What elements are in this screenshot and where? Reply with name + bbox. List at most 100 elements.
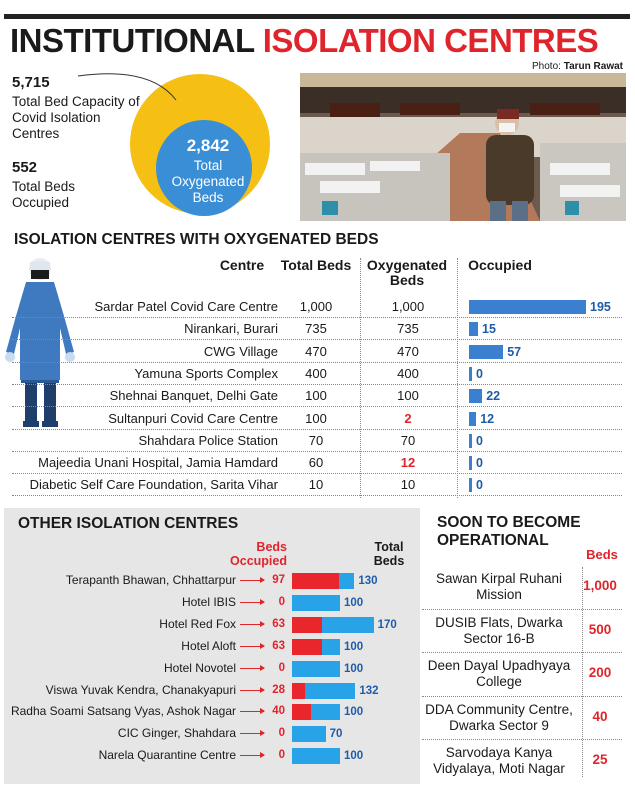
oxygenated-beds-value: 2 xyxy=(404,410,412,426)
other-centre-name: Radha Soami Satsang Vyas, Ashok Nagar xyxy=(10,704,236,719)
oxygenated-beds-value: 1,000 xyxy=(391,299,425,314)
oxygen-label: Total Oxygenated Beds xyxy=(171,158,245,205)
row-rule xyxy=(12,428,622,430)
total-beds-value: 130 xyxy=(358,575,378,587)
occupied-bar xyxy=(292,638,323,655)
soon-centre-name: Deen Dayal Upadhyaya College xyxy=(427,658,571,689)
pointer-arrow xyxy=(240,620,265,627)
soon-beds-value: 200 xyxy=(588,665,612,680)
photo-credit: Photo: Tarun Rawat xyxy=(532,61,623,72)
other-centre-name: Viswa Yuvak Kendra, Chanakyapuri xyxy=(45,682,236,697)
occupied-value: 0 xyxy=(476,433,483,448)
occupied-value: 0 xyxy=(278,595,285,608)
col-header-total: Total Beds xyxy=(280,257,352,273)
total-beds-value: 10 xyxy=(308,477,324,493)
total-beds-value: 70 xyxy=(308,432,324,448)
soon-beds-value: 40 xyxy=(592,708,608,724)
capacity-value: 5,715 xyxy=(12,74,50,91)
soon-beds-value: 25 xyxy=(592,752,608,767)
occupied-bar xyxy=(469,300,586,314)
total-beds-value: 100 xyxy=(344,706,364,719)
other-centre-name: CIC Ginger, Shahdara xyxy=(117,726,236,741)
row-rule xyxy=(12,383,622,385)
occupied-value: 552 xyxy=(12,159,38,176)
occupied-value: 97 xyxy=(272,574,285,586)
oxygenated-beds-value: 12 xyxy=(400,455,416,471)
occupied-value: 0 xyxy=(476,366,483,381)
col-divider xyxy=(457,258,458,498)
oxygen-section-title: ISOLATION CENTRES WITH OXYGENATED BEDS xyxy=(14,231,379,248)
total-beds-value: 100 xyxy=(305,388,327,404)
soon-beds-value: 1,000 xyxy=(583,578,617,593)
total-beds-value: 60 xyxy=(308,455,324,471)
oxygen-value: 2,842 xyxy=(186,136,230,155)
col-divider xyxy=(360,258,361,498)
total-beds-header: Total Beds xyxy=(373,540,405,568)
row-rule xyxy=(422,608,622,610)
soon-beds-header: Beds xyxy=(586,547,618,562)
occupied-value: 12 xyxy=(480,411,495,426)
other-centre-name: Hotel Aloft xyxy=(181,638,236,653)
occupied-value: 0 xyxy=(476,478,483,493)
total-beds-value: 1,000 xyxy=(299,299,333,314)
pointer-arrow xyxy=(240,664,265,671)
oxygenated-beds-value: 400 xyxy=(397,365,419,381)
photo-credit-label: Photo: xyxy=(532,61,561,72)
row-rule xyxy=(422,695,622,697)
total-beds-bar xyxy=(292,748,340,765)
occupied-value: 0 xyxy=(278,727,285,740)
occupied-bar xyxy=(292,704,312,721)
col-header-occupied: Occupied xyxy=(468,257,532,273)
other-centre-name: Hotel Novotel xyxy=(163,660,236,675)
other-centre-name: Narela Quarantine Centre xyxy=(98,748,236,763)
col-header-oxygenated: Oxygenated Beds xyxy=(366,257,448,288)
row-rule xyxy=(422,739,622,740)
beds-occupied-header: Beds Occupied xyxy=(230,540,287,568)
occupied-value: 195 xyxy=(590,300,611,314)
infographic-frame xyxy=(4,14,630,789)
occupied-bar xyxy=(469,478,472,493)
occupied-bar xyxy=(469,366,472,381)
total-beds-bar xyxy=(292,682,356,699)
total-beds-value: 100 xyxy=(344,750,364,763)
occupied-bar xyxy=(292,616,323,633)
occupied-value: 22 xyxy=(486,389,501,404)
soon-beds-value: 500 xyxy=(588,621,612,637)
total-beds-bar xyxy=(292,660,340,677)
occupied-bar xyxy=(292,573,339,589)
total-beds-value: 400 xyxy=(305,365,327,381)
pointer-arrow xyxy=(240,642,265,649)
other-centre-name: Hotel Red Fox xyxy=(159,616,236,631)
health-worker-figure xyxy=(5,258,75,427)
occupied-value: 63 xyxy=(272,639,285,652)
hall-photo xyxy=(300,73,626,221)
centre-name: CWG Village xyxy=(203,343,278,359)
photo-credit-name: Tarun Rawat xyxy=(563,61,623,72)
row-rule xyxy=(12,406,622,408)
row-rule xyxy=(12,317,622,318)
occupied-bar xyxy=(469,389,483,404)
total-beds-bar xyxy=(292,726,326,743)
col-header-centre: Centre xyxy=(219,257,265,273)
title-part-2: ISOLATION CENTRES xyxy=(262,22,599,59)
oxygenated-beds-value: 100 xyxy=(397,388,419,404)
pointer-arrow xyxy=(240,752,265,759)
pointer-arrow xyxy=(240,598,265,605)
centre-name: Diabetic Self Care Foundation, Sarita Vi… xyxy=(29,477,278,493)
pointer-arrow xyxy=(240,730,265,737)
soon-centre-name: DUSIB Flats, Dwarka Sector 16-B xyxy=(435,614,563,646)
other-section-title: OTHER ISOLATION CENTRES xyxy=(18,515,239,532)
pointer-arrow xyxy=(240,686,265,693)
total-beds-value: 170 xyxy=(377,618,397,631)
occupied-value: 15 xyxy=(482,322,496,337)
total-beds-value: 100 xyxy=(344,662,364,675)
occupied-value: 40 xyxy=(272,705,285,718)
occupied-bar xyxy=(292,682,306,699)
occupied-bar xyxy=(469,322,478,337)
centre-name: Sultanpuri Covid Care Centre xyxy=(108,410,278,426)
total-beds-value: 70 xyxy=(329,728,343,741)
title-part-1: INSTITUTIONAL xyxy=(10,22,255,59)
total-beds-value: 100 xyxy=(344,596,364,609)
total-beds-value: 100 xyxy=(305,410,327,426)
total-beds-value: 735 xyxy=(305,321,327,337)
